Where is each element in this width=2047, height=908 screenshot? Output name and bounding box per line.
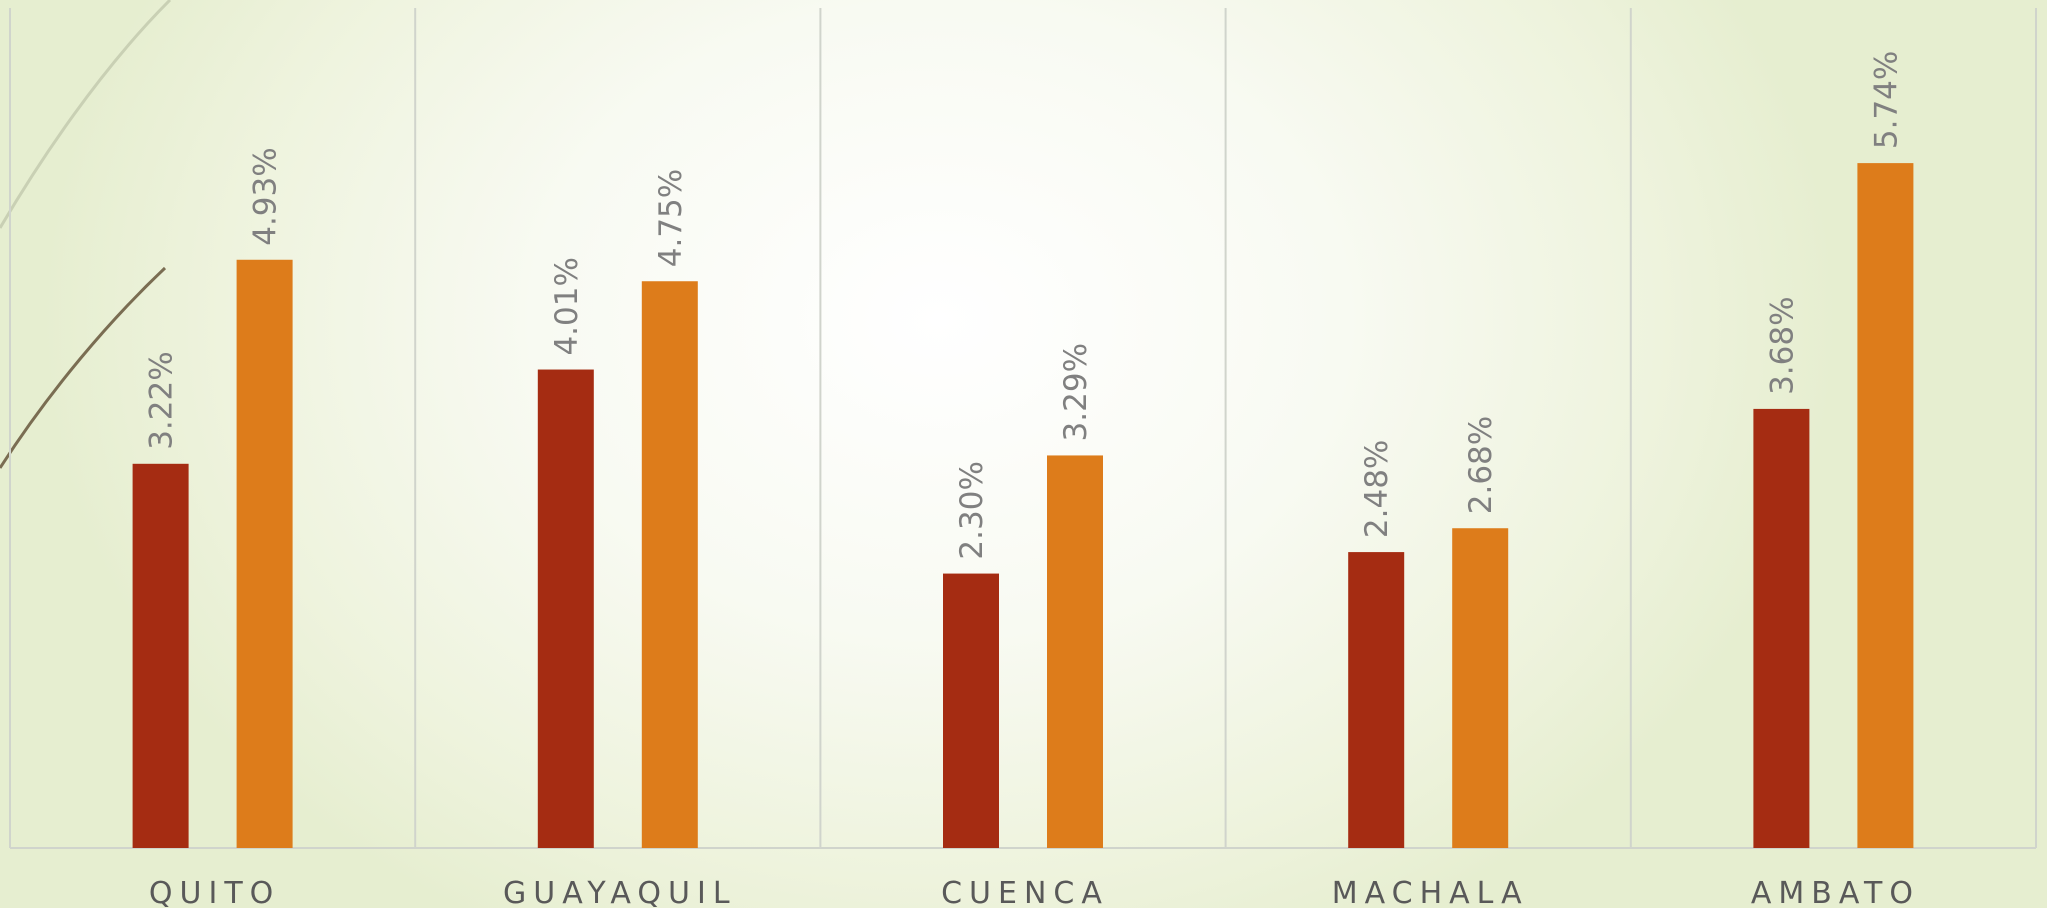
bar-guayaquil-series-2 (641, 281, 698, 848)
category-labels: QUITO GUAYAQUIL CUENCA MACHALA AMBATO (149, 876, 1920, 908)
data-label: 4.01% (549, 257, 585, 355)
bar-ambato-series-2 (1857, 163, 1914, 848)
bar-machala-series-1 (1348, 552, 1405, 848)
bars (132, 163, 1914, 848)
data-label: 2.48% (1359, 440, 1395, 538)
data-label: 2.30% (954, 461, 990, 559)
data-label: 2.68% (1463, 416, 1499, 514)
data-label: 5.74% (1868, 51, 1904, 149)
bar-guayaquil-series-1 (537, 369, 594, 848)
data-label: 3.68% (1764, 296, 1800, 394)
decorative-grass-strokes (0, 0, 172, 469)
bar-machala-series-2 (1452, 528, 1509, 848)
data-label: 3.22% (144, 351, 180, 449)
bar-quito-series-1 (132, 463, 189, 848)
category-label: QUITO (149, 876, 280, 908)
data-labels: 3.22% 4.93% 4.01% 4.75% 2.30% 3.29% 2.48% 2.68%… (144, 51, 1905, 560)
data-label: 3.29% (1058, 343, 1094, 441)
bar-quito-series-2 (236, 259, 293, 848)
gridlines (9, 8, 2037, 849)
bar-cuenca-series-1 (943, 573, 999, 848)
data-label: 4.93% (248, 147, 284, 245)
bar-cuenca-series-2 (1047, 455, 1103, 848)
category-label: AMBATO (1751, 876, 1920, 908)
bar-ambato-series-1 (1753, 408, 1810, 848)
category-label: GUAYAQUIL (503, 876, 737, 908)
category-label: MACHALA (1332, 876, 1529, 908)
category-label: CUENCA (941, 876, 1109, 908)
data-label: 4.75% (653, 169, 689, 267)
